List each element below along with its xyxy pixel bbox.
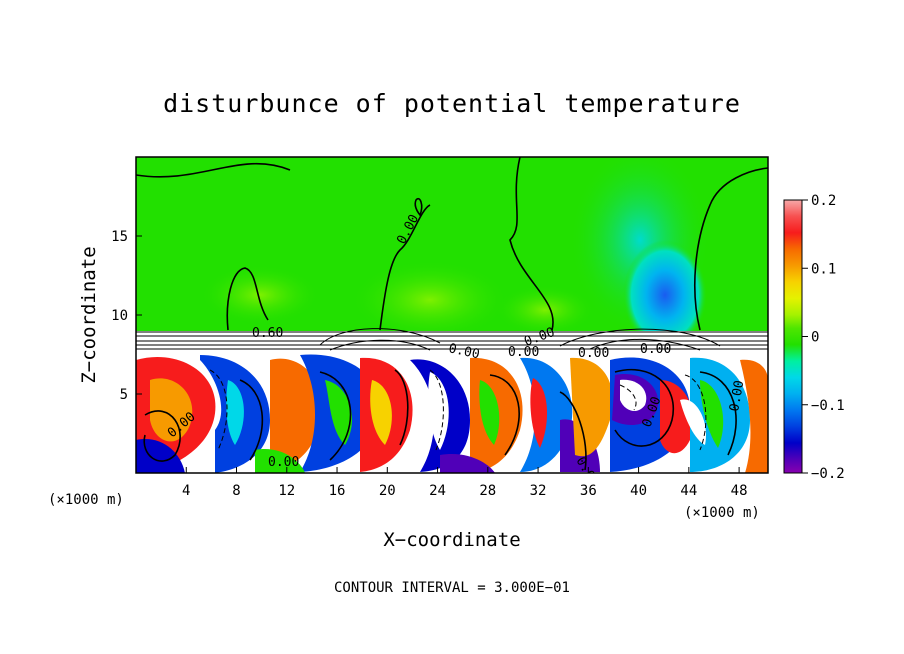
x-unit-label: (×1000 m) (48, 492, 124, 508)
x-tick-label: 44 (680, 483, 697, 499)
contour-label: 0.00 (508, 345, 539, 360)
plot-field: 0.60 0.00 0.00 0.00 0.00 0.00 0.00 0.00 … (136, 157, 768, 473)
contour-label: 0.00 (268, 455, 299, 470)
lime-patch (495, 285, 595, 335)
blue-plume (623, 240, 707, 350)
contour-lines (136, 157, 768, 471)
y-axis-ticks: 5 10 15 (111, 229, 142, 403)
x-axis-ticks: 4 8 12 16 20 24 28 32 36 40 44 48 (182, 467, 748, 499)
x-tick-label: 16 (329, 483, 346, 499)
x-tick-label: 12 (278, 483, 295, 499)
colorbar-ticks: 0.2 0.1 0 −0.1 −0.2 (802, 193, 845, 482)
y-tick-label: 10 (111, 308, 128, 324)
turbulent-eddies (136, 354, 768, 473)
colorbar (783, 199, 803, 474)
colorbar-tick-label: −0.2 (811, 466, 845, 482)
negative-contours (209, 369, 707, 451)
colorbar-tick-label: 0 (811, 330, 819, 346)
inversion-lines (136, 328, 768, 351)
contour-interval-note: CONTOUR INTERVAL = 3.000E−01 (334, 580, 570, 596)
x-tick-label: 4 (182, 483, 190, 499)
colorbar-tick-label: −0.1 (811, 398, 845, 414)
contour-label: 0.00 (578, 346, 609, 361)
y-tick-label: 15 (111, 229, 128, 245)
y-axis-label: Z−coordinate (78, 246, 100, 383)
colorbar-tick-label: 0.2 (811, 193, 836, 209)
x-axis-label: X−coordinate (383, 529, 520, 551)
x-tick-label: 8 (232, 483, 240, 499)
contour-label: 0.00 (727, 379, 747, 412)
x-tick-label: 20 (379, 483, 396, 499)
y-tick-label: 5 (120, 387, 128, 403)
x-tick-label: 32 (530, 483, 547, 499)
contour-label: 0.00 (447, 341, 481, 362)
x-tick-label: 36 (580, 483, 597, 499)
lime-patch (350, 260, 510, 340)
contour-label: 0.00 (640, 342, 671, 357)
contour-label: 0.60 (252, 326, 283, 341)
x-tick-label: 28 (479, 483, 496, 499)
x-tick-label: 48 (731, 483, 748, 499)
x-tick-label: 40 (630, 483, 647, 499)
lime-patch (200, 265, 320, 325)
colorbar-tick-label: 0.1 (811, 261, 836, 277)
x-unit-label-right: (×1000 m) (684, 505, 760, 521)
x-tick-label: 24 (429, 483, 446, 499)
chart-title: disturbunce of potential temperature (163, 89, 741, 118)
